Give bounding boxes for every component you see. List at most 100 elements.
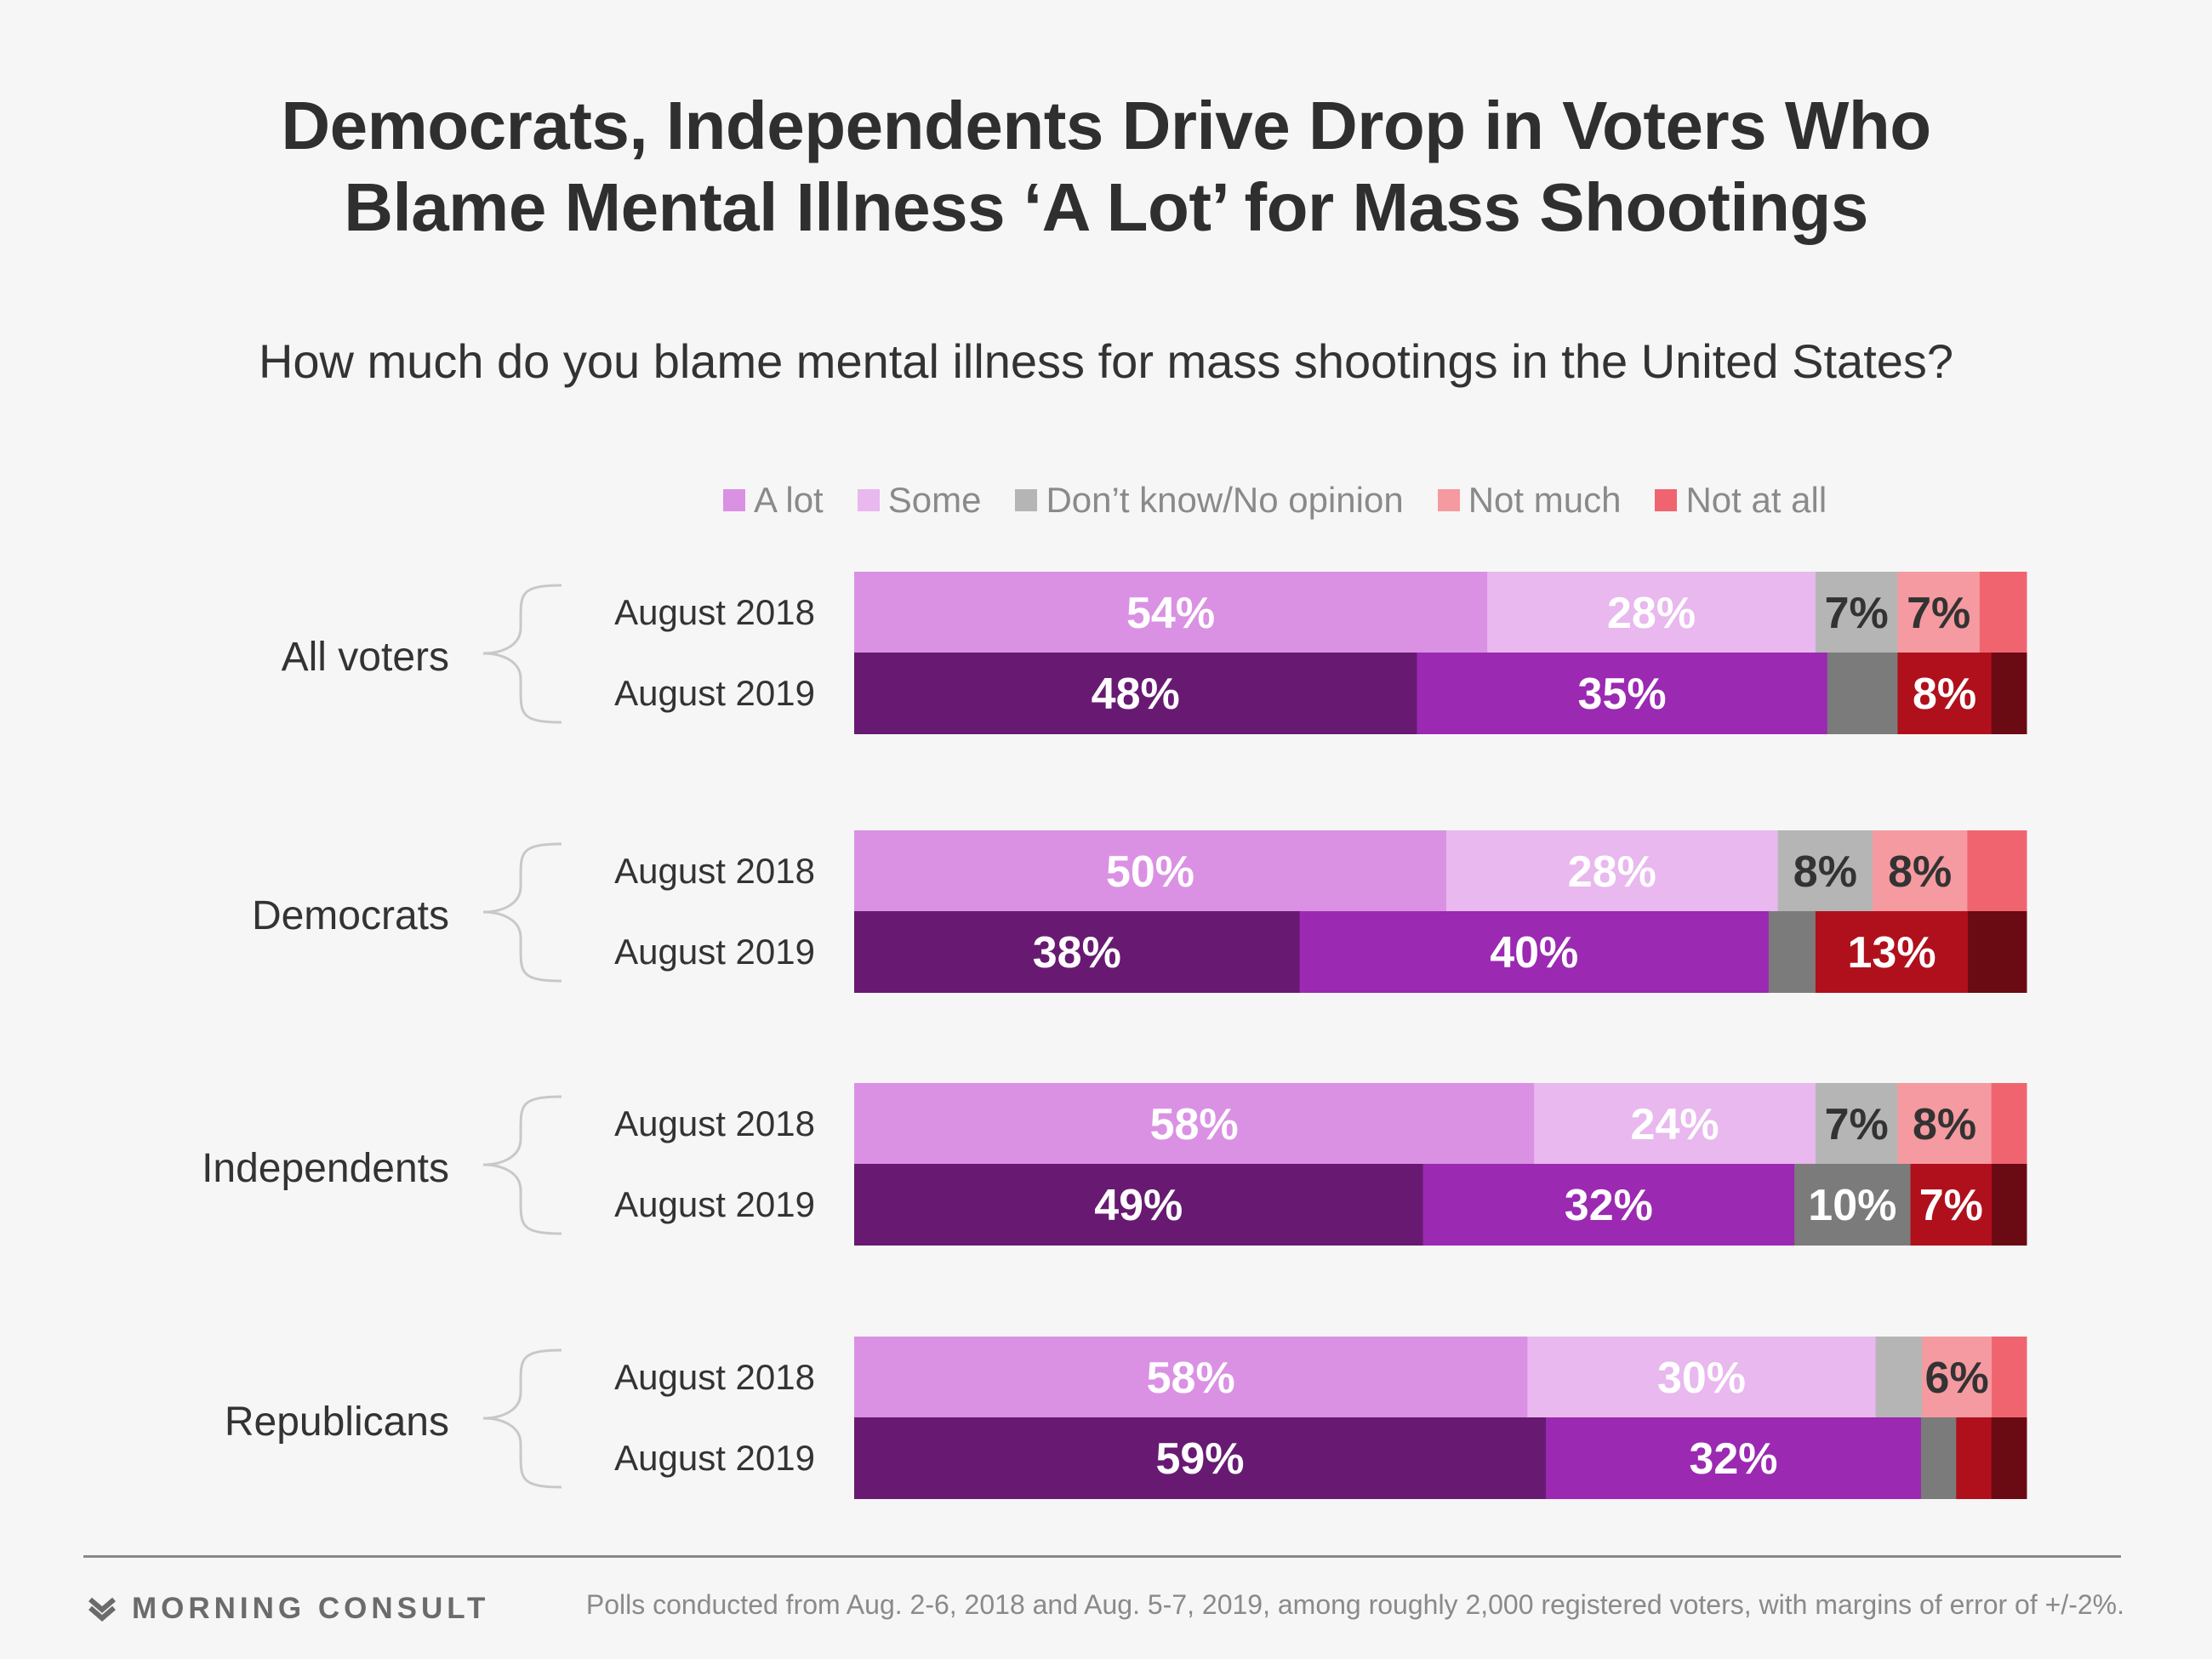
bar-republicans-2018-seg-4 (1992, 1337, 2027, 1418)
bar-all-voters-2018-seg-2 (1815, 572, 1898, 653)
group-label-all-voters: All voters (282, 635, 449, 680)
legend-swatch-not-at-all (1655, 489, 1678, 511)
data-label-republicans-2019-seg-0: 59% (1155, 1434, 1244, 1484)
row-label-republicans-2018: August 2018 (614, 1357, 815, 1397)
legend-label-some: Some (887, 480, 982, 520)
morning-consult-logo-icon (88, 1597, 116, 1622)
bar-republicans-2018-seg-0 (854, 1337, 1528, 1418)
bar-democrats-2018-seg-2 (1777, 830, 1873, 912)
footer-divider (83, 1555, 2121, 1558)
bar-independents-2018-seg-4 (1991, 1083, 2027, 1165)
data-label-democrats-2018-seg-0: 50% (1106, 847, 1194, 897)
row-label-all-voters-2018: August 2018 (614, 592, 815, 632)
data-label-democrats-2019-seg-0: 38% (1033, 928, 1121, 978)
data-label-all-voters-2018-seg-0: 54% (1126, 589, 1215, 638)
bar-all-voters-2019-seg-4 (1991, 653, 2027, 734)
data-label-republicans-2018-seg-3: 6% (1925, 1354, 1989, 1403)
legend-item-some: Some (857, 480, 982, 521)
row-label-democrats-2018: August 2018 (614, 851, 815, 891)
bar-republicans-2019-seg-0 (854, 1417, 1547, 1499)
data-label-independents-2018-seg-1: 24% (1631, 1100, 1719, 1149)
bar-democrats-2019-seg-3 (1815, 911, 1969, 993)
bar-republicans-2018-seg-3 (1922, 1337, 1993, 1418)
bar-all-voters-2019-seg-0 (854, 653, 1417, 734)
legend-item-dont-know: Don’t know/No opinion (1015, 480, 1404, 521)
row-label-all-voters-2019: August 2019 (614, 673, 815, 713)
data-label-all-voters-2019-seg-1: 35% (1578, 670, 1667, 719)
legend-label-dont-know: Don’t know/No opinion (1046, 480, 1404, 520)
group-brace-all-voters (482, 584, 562, 724)
data-label-independents-2019-seg-3: 7% (1919, 1181, 1983, 1230)
legend-swatch-not-much (1437, 489, 1460, 511)
bar-independents-2019-seg-3 (1910, 1164, 1993, 1246)
chart-title: Democrats, Independents Drive Drop in Vo… (0, 85, 2212, 248)
bar-all-voters-2018-seg-0 (854, 572, 1488, 653)
bar-democrats-2018-seg-3 (1873, 830, 1968, 912)
bar-democrats-2019-seg-1 (1299, 911, 1770, 993)
data-label-independents-2018-seg-3: 8% (1913, 1100, 1976, 1149)
legend-swatch-some (857, 489, 880, 511)
group-label-republicans: Republicans (225, 1400, 449, 1445)
bar-independents-2019-seg-4 (1992, 1164, 2027, 1246)
chart-subtitle: How much do you blame mental illness for… (258, 334, 1954, 388)
bar-independents-2018-seg-2 (1815, 1083, 1898, 1165)
legend-label-a-lot: A lot (754, 480, 824, 520)
bar-all-voters-2018-seg-3 (1897, 572, 1981, 653)
bar-republicans-2018-seg-2 (1875, 1337, 1923, 1418)
bar-republicans-2019-seg-4 (1991, 1417, 2027, 1499)
legend: A lot Some Don’t know/No opinion Not muc… (723, 475, 1827, 526)
data-label-independents-2019-seg-1: 32% (1565, 1181, 1653, 1230)
data-label-all-voters-2018-seg-2: 7% (1825, 589, 1889, 638)
data-label-republicans-2018-seg-1: 30% (1657, 1354, 1746, 1403)
data-label-all-voters-2019-seg-0: 48% (1092, 670, 1180, 719)
bar-democrats-2018-seg-1 (1445, 830, 1779, 912)
bar-democrats-2019-seg-4 (1968, 911, 2027, 993)
data-label-democrats-2018-seg-2: 8% (1793, 847, 1857, 897)
group-brace-republicans (482, 1348, 562, 1489)
row-label-democrats-2019: August 2019 (614, 932, 815, 972)
bar-democrats-2018-seg-4 (1967, 830, 2027, 912)
bar-democrats-2018-seg-0 (854, 830, 1447, 912)
bar-independents-2019-seg-2 (1794, 1164, 1912, 1246)
bar-all-voters-2018-seg-1 (1487, 572, 1816, 653)
data-label-democrats-2019-seg-1: 40% (1490, 928, 1578, 978)
legend-swatch-dont-know (1015, 489, 1038, 511)
data-label-republicans-2018-seg-0: 58% (1147, 1354, 1235, 1403)
bar-all-voters-2019-seg-1 (1417, 653, 1828, 734)
data-label-all-voters-2019-seg-3: 8% (1913, 670, 1976, 719)
group-brace-independents (482, 1095, 562, 1235)
bar-republicans-2019-seg-2 (1920, 1417, 1957, 1499)
bar-republicans-2018-seg-1 (1527, 1337, 1877, 1418)
title-line-1: Democrats, Independents Drive Drop in Vo… (281, 88, 1931, 163)
bar-independents-2018-seg-3 (1897, 1083, 1993, 1165)
bar-independents-2019-seg-1 (1422, 1164, 1795, 1246)
data-label-all-voters-2018-seg-3: 7% (1907, 589, 1970, 638)
bar-democrats-2019-seg-0 (854, 911, 1301, 993)
data-label-democrats-2019-seg-3: 13% (1847, 928, 1936, 978)
group-brace-democrats (482, 842, 562, 983)
data-label-democrats-2018-seg-1: 28% (1568, 847, 1656, 897)
bar-all-voters-2019-seg-3 (1897, 653, 1993, 734)
bar-independents-2018-seg-1 (1534, 1083, 1816, 1165)
legend-swatch-a-lot (723, 489, 745, 511)
data-label-independents-2019-seg-0: 49% (1094, 1181, 1183, 1230)
data-label-independents-2018-seg-0: 58% (1150, 1100, 1239, 1149)
group-label-democrats: Democrats (252, 893, 449, 938)
stacked-bar-chart: All voters August 2018 54% 28% 7% 7% August 20… (202, 572, 2027, 1499)
bar-independents-2019-seg-0 (854, 1164, 1424, 1246)
legend-label-not-at-all: Not at all (1685, 480, 1827, 520)
legend-item-not-much: Not much (1437, 480, 1621, 521)
row-label-independents-2018: August 2018 (614, 1103, 815, 1143)
legend-item-not-at-all: Not at all (1655, 480, 1827, 521)
row-label-independents-2019: August 2019 (614, 1184, 815, 1224)
data-label-independents-2018-seg-2: 7% (1825, 1100, 1889, 1149)
bar-all-voters-2019-seg-2 (1827, 653, 1898, 734)
title-line-2: Blame Mental Illness ‘A Lot’ for Mass Sh… (344, 169, 1868, 245)
bar-independents-2018-seg-0 (854, 1083, 1535, 1165)
data-label-democrats-2018-seg-3: 8% (1888, 847, 1952, 897)
data-label-all-voters-2018-seg-1: 28% (1607, 589, 1696, 638)
bar-democrats-2019-seg-2 (1768, 911, 1816, 993)
brand: MORNING CONSULT (88, 1588, 489, 1630)
row-label-republicans-2019: August 2019 (614, 1438, 815, 1478)
bar-all-voters-2018-seg-4 (1979, 572, 2027, 653)
